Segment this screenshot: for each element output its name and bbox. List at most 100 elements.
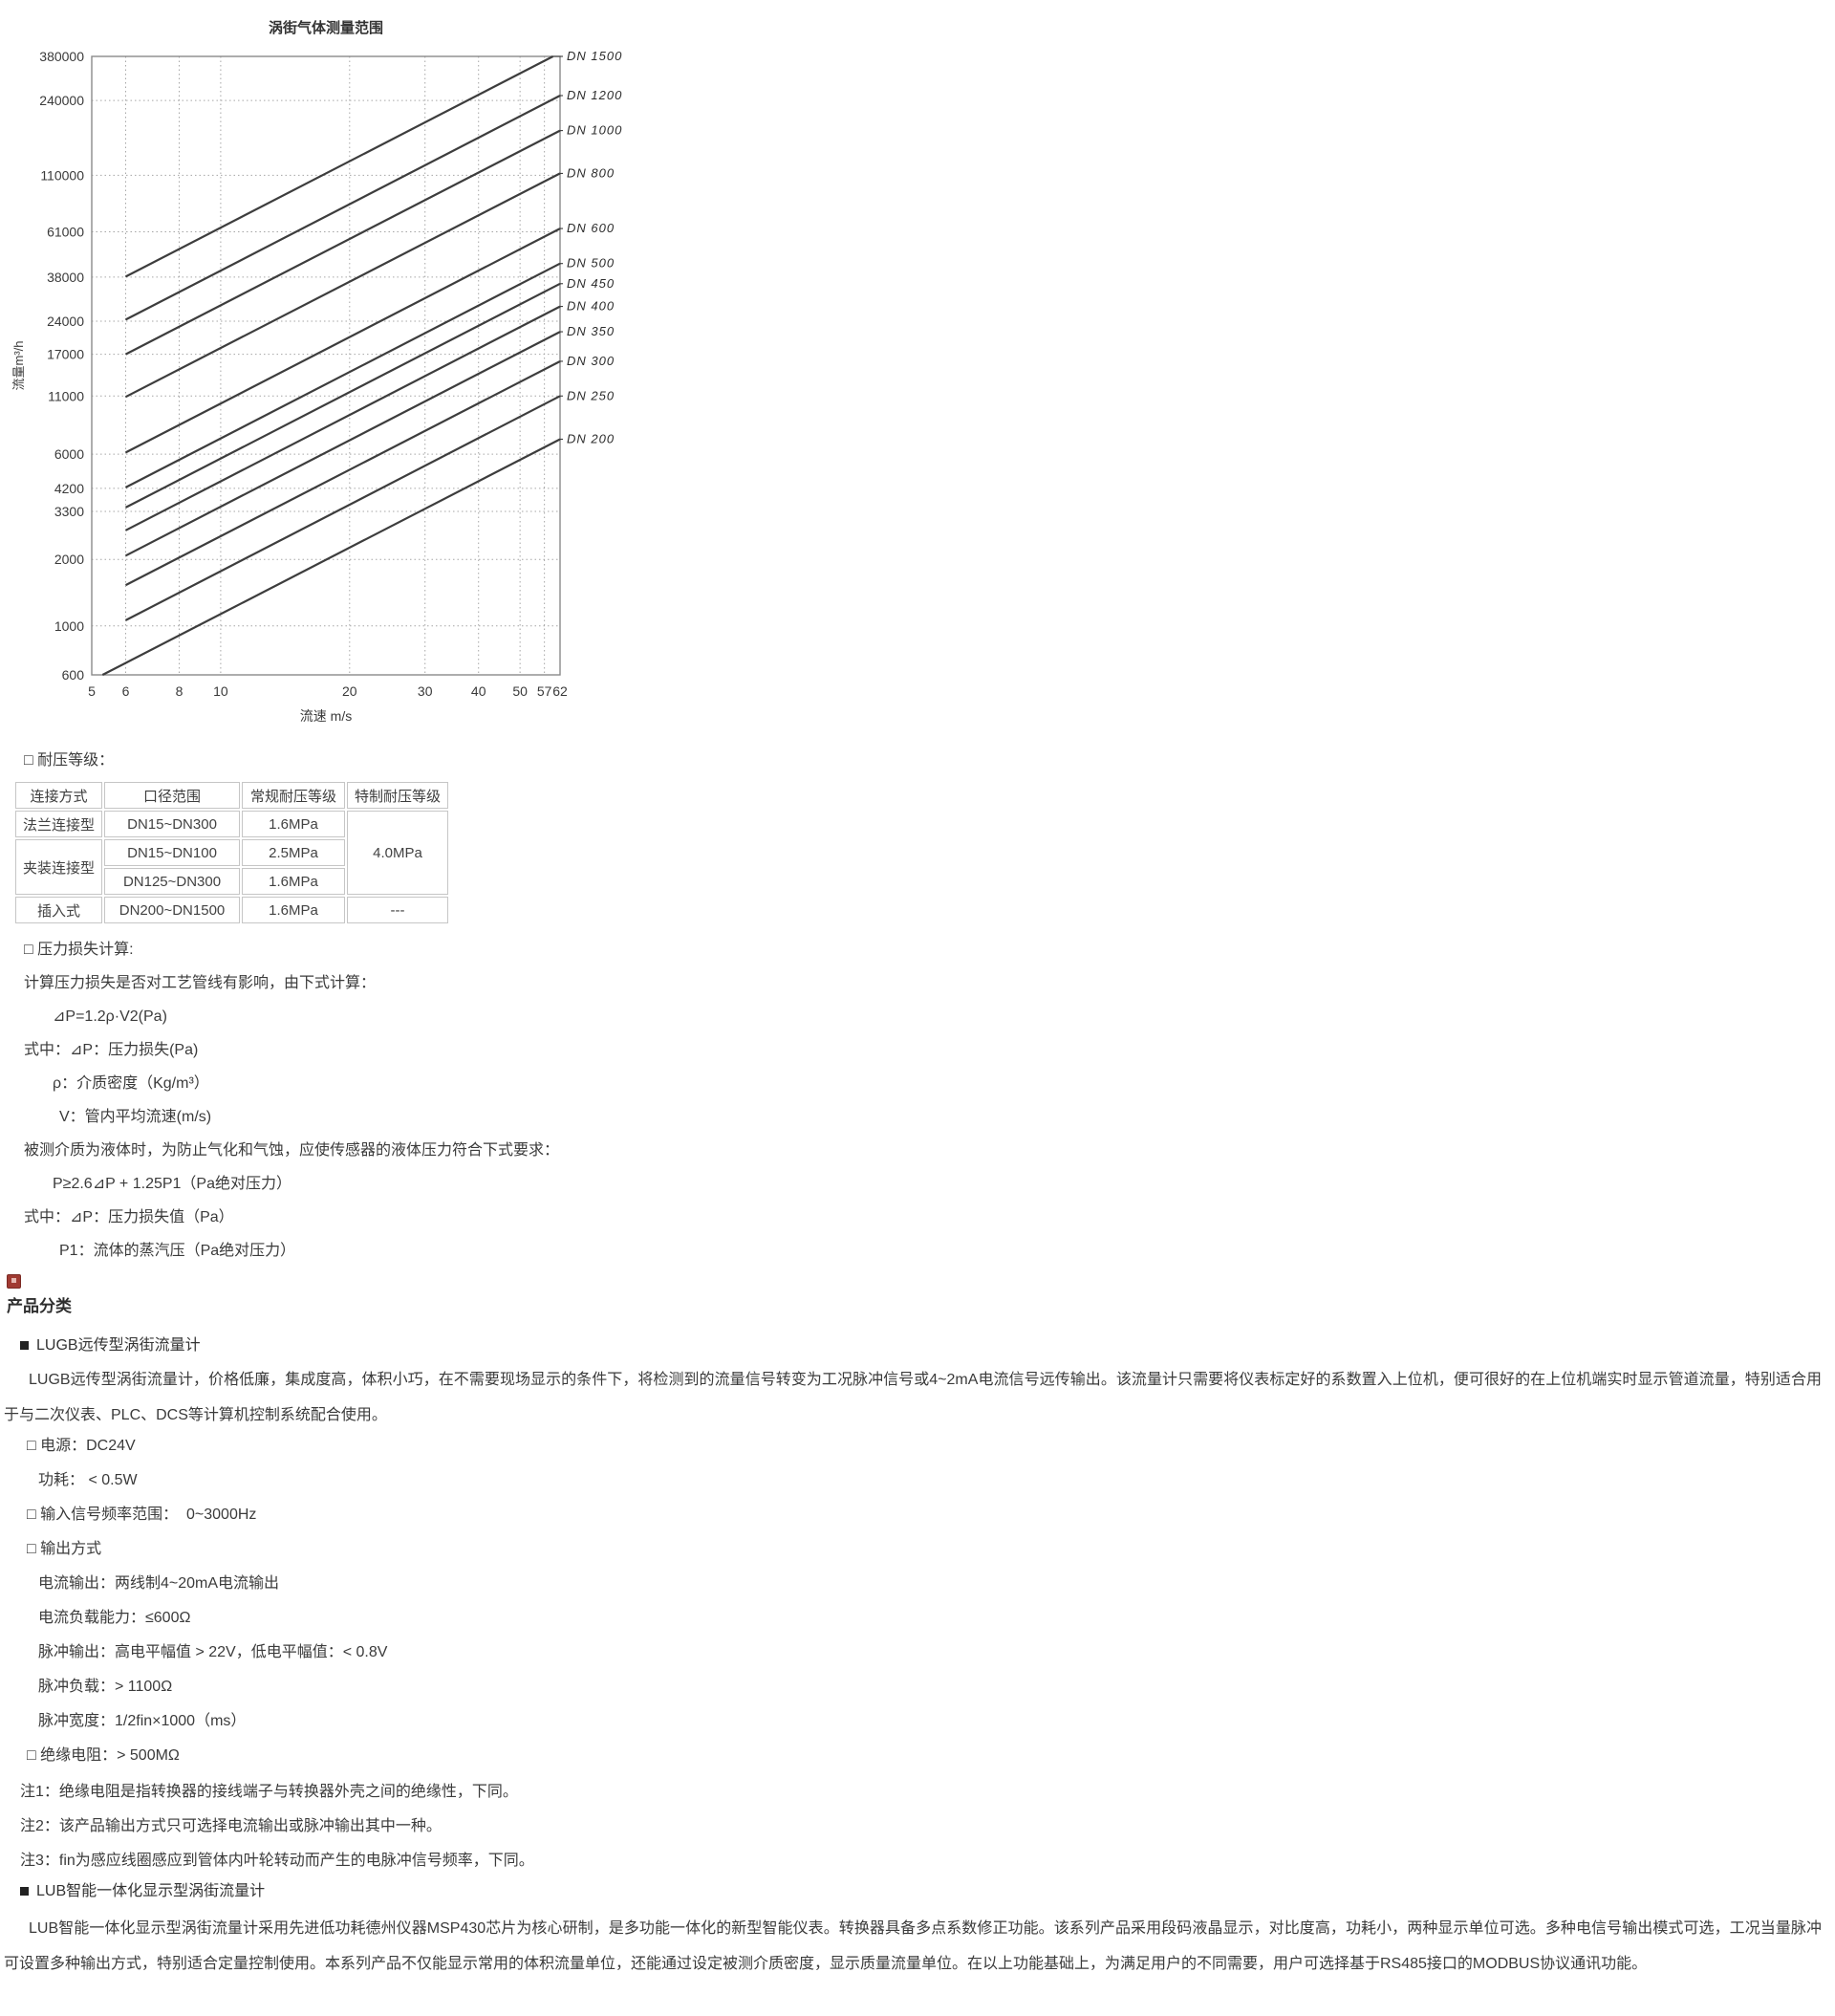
y-tick-label: 24000	[47, 314, 84, 329]
col-header-normal: 常规耐压等级	[242, 782, 346, 809]
x-tick-label: 50	[512, 683, 528, 699]
pressure-loss-formula: P≥2.6⊿P + 1.25P1（Pa绝对压力）	[53, 1176, 292, 1192]
chart-series-line	[124, 331, 561, 557]
x-tick-label: 30	[418, 683, 433, 699]
pressure-loss-line: 被测介质为液体时，为防止气化和气蚀，应使传感器的液体压力符合下式要求：	[24, 1142, 560, 1159]
cell-normal: 1.6MPa	[242, 811, 346, 837]
flow-range-chart-svg: 600 1000 2000 3300 4200 6000 11000 17000 24000 38…	[11, 19, 622, 724]
chart-title: 涡街气体测量范围	[269, 19, 383, 36]
cell-conn-type: 插入式	[15, 897, 103, 923]
note-line-3: 注3：fin为感应线圈感应到管体内叶轮转动而产生的电脉冲信号频率，下同。	[20, 1853, 534, 1870]
pressure-loss-line: 式中：⊿P：压力损失值（Pa）	[24, 1209, 234, 1225]
pressure-loss-line: 计算压力损失是否对工艺管线有影响，由下式计算：	[24, 975, 377, 991]
spec-line-insulation: □ 绝缘电阻：> 500MΩ	[27, 1747, 180, 1764]
x-tick-label: 62	[552, 683, 568, 699]
square-bullet-icon	[20, 1341, 29, 1350]
col-header-special: 特制耐压等级	[347, 782, 449, 809]
chart-series-line	[124, 360, 561, 587]
col-header-diameter: 口径范围	[104, 782, 241, 809]
x-tick-label: 10	[213, 683, 228, 699]
spec-line-pulse-output: 脉冲输出：高电平幅值 > 22V，低电平幅值：< 0.8V	[38, 1644, 388, 1660]
notes-list: 注1：绝缘电阻是指转换器的接线端子与转换器外壳之间的绝缘性，下同。 注2：该产品…	[20, 1775, 534, 1879]
y-tick-label: 600	[62, 667, 85, 683]
square-bullet-icon	[20, 1887, 29, 1896]
cell-conn-type: 夹装连接型	[15, 839, 103, 895]
table-header-row: 连接方式 口径范围 常规耐压等级 特制耐压等级	[15, 782, 449, 809]
pressure-loss-line: 式中：⊿P：压力损失(Pa)	[24, 1042, 199, 1058]
x-tick-label: 20	[342, 683, 357, 699]
chart-series-line	[124, 228, 561, 454]
spec-line-pulse-load: 脉冲负载：> 1100Ω	[38, 1679, 173, 1695]
cell-normal: 2.5MPa	[242, 839, 346, 866]
y-tick-label: 3300	[54, 504, 84, 519]
y-tick-label: 1000	[54, 618, 84, 634]
cell-special-merged: 4.0MPa	[347, 811, 449, 895]
chart-series-label: DN 1000	[567, 123, 622, 138]
y-tick-label: 6000	[54, 446, 84, 462]
chart-series-label: DN 1200	[567, 88, 622, 102]
chart-series-label: DN 1500	[567, 49, 622, 63]
chart-series-label: DN 450	[567, 276, 615, 291]
y-tick-label: 4200	[54, 481, 84, 496]
y-tick-label: 38000	[47, 270, 84, 285]
pressure-loss-section: □ 压力损失计算: 计算压力损失是否对工艺管线有影响，由下式计算： ⊿P=1.2…	[0, 933, 559, 1268]
cell-normal: 1.6MPa	[242, 868, 346, 895]
x-tick-label: 5	[88, 683, 96, 699]
y-tick-label: 11000	[48, 388, 84, 403]
x-tick-label: 6	[122, 683, 130, 699]
cell-normal: 1.6MPa	[242, 897, 346, 923]
table-row: 插入式 DN200~DN1500 1.6MPa ---	[15, 897, 449, 923]
chart-series-label: DN 800	[567, 165, 615, 180]
lub-paragraph: LUB智能一体化显示型涡街流量计采用先进低功耗德州仪器MSP430芯片为核心研制…	[4, 1920, 1822, 1972]
pressure-loss-line: V：管内平均流速(m/s)	[59, 1109, 212, 1125]
cell-conn-type: 法兰连接型	[15, 811, 103, 837]
x-tick-label: 57	[537, 683, 552, 699]
product-category-heading: 产品分类	[7, 1297, 72, 1315]
lugb-spec-list: □ 电源：DC24V 功耗： < 0.5W □ 输入信号频率范围： 0~3000…	[0, 1429, 387, 1773]
pressure-loss-line: P1：流体的蒸汽压（Pa绝对压力）	[59, 1243, 296, 1259]
chart-series-label: DN 200	[567, 431, 615, 445]
y-axis-title: 流量m³/h	[11, 340, 26, 390]
lugb-heading-label: LUGB远传型涡街流量计	[36, 1337, 201, 1354]
y-tick-label: 17000	[47, 347, 84, 362]
chart-series-label: DN 250	[567, 388, 615, 402]
spec-line-pulse-width: 脉冲宽度：1/2fin×1000（ms）	[38, 1713, 247, 1729]
chart-series-line	[124, 282, 561, 509]
note-line-2: 注2：该产品输出方式只可选择电流输出或脉冲输出其中一种。	[20, 1818, 442, 1835]
cell-range: DN15~DN300	[104, 811, 241, 837]
y-tick-label: 2000	[54, 552, 84, 567]
chart-series-label: DN 300	[567, 354, 615, 368]
col-header-connection: 连接方式	[15, 782, 103, 809]
chart-series-label: DN 600	[567, 221, 615, 235]
spec-line-current-load: 电流负载能力：≤600Ω	[38, 1610, 191, 1626]
lugb-heading: LUGB远传型涡街流量计	[20, 1332, 201, 1355]
note-line-1: 注1：绝缘电阻是指转换器的接线端子与转换器外壳之间的绝缘性，下同。	[20, 1784, 518, 1800]
pressure-loss-heading: □ 压力损失计算:	[24, 942, 134, 958]
broken-image-icon	[7, 1274, 21, 1289]
y-tick-label: 110000	[40, 167, 84, 183]
chart-series-label: DN 350	[567, 324, 615, 338]
plot-border	[91, 55, 561, 676]
broken-image-inner	[11, 1278, 16, 1283]
table-row: 法兰连接型 DN15~DN300 1.6MPa 4.0MPa	[15, 811, 449, 895]
pressure-rating-heading: □ 耐压等级：	[24, 752, 115, 769]
spec-line-input-freq: □ 输入信号频率范围： 0~3000Hz	[27, 1507, 257, 1523]
cell-range: DN200~DN1500	[104, 897, 241, 923]
chart-series-line	[101, 438, 561, 676]
cell-special: ---	[347, 897, 449, 923]
table-row: 夹装连接型 DN15~DN100 2.5MPa	[15, 839, 448, 895]
chart-series-line	[124, 172, 561, 399]
cell-range: DN15~DN100	[104, 839, 241, 866]
chart-series-line	[124, 395, 561, 621]
flow-range-chart: 600 1000 2000 3300 4200 6000 11000 17000 24000 38…	[6, 6, 684, 732]
spec-line-consumption: 功耗： < 0.5W	[38, 1472, 138, 1488]
chart-series-line	[124, 305, 561, 531]
x-tick-label: 8	[176, 683, 184, 699]
chart-series-line	[124, 55, 554, 278]
y-tick-label: 61000	[47, 224, 84, 239]
chart-series-line	[124, 129, 561, 356]
spec-line-power: □ 电源：DC24V	[27, 1438, 136, 1454]
chart-series-line	[124, 95, 561, 321]
chart-series-line	[124, 262, 561, 488]
